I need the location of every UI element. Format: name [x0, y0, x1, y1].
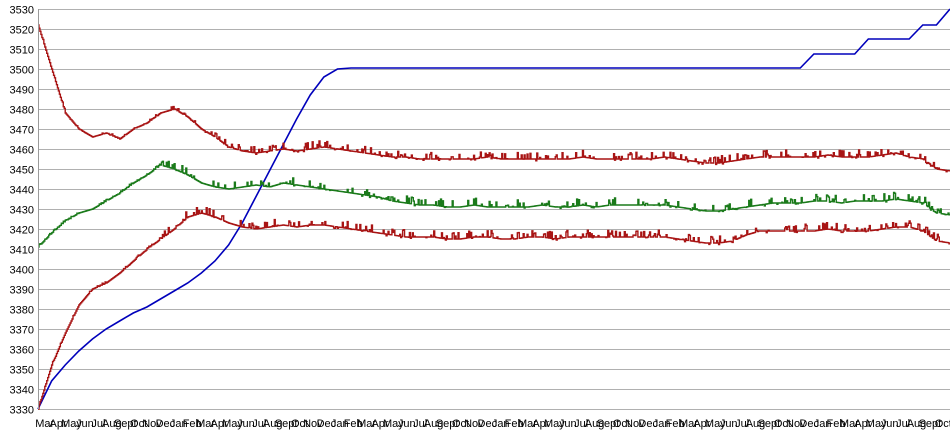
x-axis-tick-label: Jun: [237, 418, 255, 430]
y-axis-tick-label: 3530: [10, 5, 34, 17]
data-series-group: [37, 8, 950, 410]
x-axis-tick-label: Jul: [896, 418, 910, 430]
x-axis-tick-label: Mar: [679, 418, 698, 430]
x-axis-tick-label: Nov: [142, 418, 162, 430]
x-axis-tick-label: Apr: [50, 418, 67, 430]
x-axis-tick-label: Mar: [35, 418, 54, 430]
x-axis-tick-label: May: [383, 418, 404, 430]
y-axis-tick-label: 3440: [10, 185, 34, 197]
x-axis-tick-label: May: [866, 418, 887, 430]
x-axis-tick-labels: MarAprMayJunJulAugSeptOctNovDecJanFebMar…: [35, 418, 950, 430]
x-axis-tick-label: Jun: [559, 418, 577, 430]
y-axis-tick-label: 3340: [10, 385, 34, 397]
x-axis-tick-label: May: [61, 418, 82, 430]
x-axis-tick-label: Dec: [478, 418, 498, 430]
y-axis-tick-label: 3360: [10, 345, 34, 357]
x-axis-tick-label: Dec: [799, 418, 819, 430]
series-line-blue-step: [37, 8, 950, 410]
x-axis-tick-label: Dec: [638, 418, 658, 430]
x-axis-tick-label: Jan: [814, 418, 832, 430]
x-axis-tick-label: Apr: [693, 418, 710, 430]
x-axis-tick-label: May: [544, 418, 565, 430]
x-axis-tick-label: Aug: [746, 418, 766, 430]
y-axis-tick-label: 3400: [10, 265, 34, 277]
x-axis-tick-label: Jun: [398, 418, 416, 430]
y-axis-tick-label: 3420: [10, 225, 34, 237]
x-axis-tick-label: Apr: [854, 418, 871, 430]
x-axis-tick-label: Jan: [170, 418, 188, 430]
y-axis-tick-label: 3380: [10, 305, 34, 317]
x-axis-tick-label: Sept: [597, 418, 620, 430]
x-axis-tick-label: Feb: [183, 418, 202, 430]
series-line-red-lower-band: [38, 206, 950, 410]
x-axis-tick-label: Oct: [935, 418, 950, 430]
x-axis-tick-label: Dec: [156, 418, 176, 430]
x-axis-tick-label: Feb: [505, 418, 524, 430]
y-axis-tick-label: 3450: [10, 165, 34, 177]
x-axis-tick-label: Jun: [881, 418, 899, 430]
x-axis-tick-label: Jul: [252, 418, 266, 430]
x-axis-tick-label: Aug: [102, 418, 122, 430]
x-axis-tick-label: May: [222, 418, 243, 430]
x-axis-tick-label: Aug: [585, 418, 605, 430]
x-axis-tick-label: Apr: [532, 418, 549, 430]
x-axis-tick-label: Jan: [653, 418, 671, 430]
x-axis-tick-label: Sept: [275, 418, 298, 430]
gridlines: [38, 9, 950, 410]
x-axis-tick-label: Jul: [574, 418, 588, 430]
y-axis-tick-labels: 3530 3520 3510 3500 3490 3480 3470 3460 3450 3440…: [10, 5, 34, 417]
y-axis-tick-label: 3410: [10, 245, 34, 257]
x-axis-tick-label: Nov: [786, 418, 806, 430]
x-axis-tick-label: Apr: [211, 418, 228, 430]
x-axis-tick-label: Feb: [666, 418, 685, 430]
x-axis-tick-label: Jul: [413, 418, 427, 430]
x-axis-tick-label: Mar: [357, 418, 376, 430]
x-axis-tick-label: Oct: [613, 418, 630, 430]
x-axis-tick-label: Sept: [436, 418, 459, 430]
x-axis-tick-label: Aug: [907, 418, 927, 430]
x-axis-tick-label: Feb: [827, 418, 846, 430]
y-axis-tick-label: 3390: [10, 285, 34, 297]
x-axis-tick-label: Oct: [452, 418, 469, 430]
x-axis-tick-label: Jan: [331, 418, 349, 430]
y-axis-tick-label: 3480: [10, 105, 34, 117]
y-axis-tick-label: 3460: [10, 145, 34, 157]
x-axis-tick-label: Aug: [424, 418, 444, 430]
x-axis-tick-label: Mar: [196, 418, 215, 430]
y-axis-tick-label: 3490: [10, 85, 34, 97]
x-axis-tick-label: Mar: [840, 418, 859, 430]
y-axis-tick-label: 3470: [10, 125, 34, 137]
y-axis-tick-label: 3510: [10, 45, 34, 57]
x-axis-tick-label: Sept: [758, 418, 781, 430]
x-axis-tick-label: Jul: [91, 418, 105, 430]
x-axis-tick-label: Jun: [76, 418, 94, 430]
y-axis-tick-label: 3500: [10, 65, 34, 77]
x-axis-tick-label: Apr: [371, 418, 388, 430]
x-axis-tick-label: Oct: [291, 418, 308, 430]
x-axis-tick-label: Nov: [464, 418, 484, 430]
x-axis-tick-label: Nov: [625, 418, 645, 430]
x-axis-tick-label: Jun: [720, 418, 738, 430]
series-line-green-middle: [38, 160, 950, 248]
x-axis-tick-label: Jan: [492, 418, 510, 430]
x-axis-tick-label: Aug: [263, 418, 283, 430]
y-axis-tick-label: 3350: [10, 365, 34, 377]
x-axis-tick-label: Nov: [303, 418, 323, 430]
x-axis-tick-label: Sept: [919, 418, 942, 430]
x-axis-tick-label: Feb: [344, 418, 363, 430]
series-line-red-upper-band: [38, 24, 950, 173]
y-axis-tick-label: 3370: [10, 325, 34, 337]
x-axis-tick-label: May: [705, 418, 726, 430]
y-axis-tick-label: 3330: [10, 405, 34, 417]
y-axis-tick-label: 3520: [10, 25, 34, 37]
x-axis-tick-label: Sept: [114, 418, 137, 430]
y-axis-tick-label: 3430: [10, 205, 34, 217]
x-axis-tick-label: Dec: [317, 418, 337, 430]
x-axis-tick-label: Oct: [130, 418, 147, 430]
x-axis-tick-label: Mar: [518, 418, 537, 430]
x-axis-tick-label: Oct: [774, 418, 791, 430]
x-axis-tick-label: Jul: [735, 418, 749, 430]
